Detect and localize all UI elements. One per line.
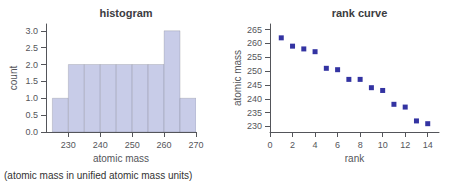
svg-text:240: 240 <box>247 94 262 104</box>
svg-text:2.0: 2.0 <box>25 60 38 70</box>
svg-text:230: 230 <box>247 121 262 131</box>
svg-text:265: 265 <box>247 25 262 35</box>
svg-text:230: 230 <box>61 140 76 150</box>
svg-text:245: 245 <box>247 80 262 90</box>
svg-text:8: 8 <box>358 140 363 150</box>
svg-text:0.0: 0.0 <box>25 127 38 137</box>
svg-text:0.5: 0.5 <box>25 110 38 120</box>
svg-text:rank: rank <box>345 153 365 164</box>
svg-text:260: 260 <box>157 140 172 150</box>
svg-text:14: 14 <box>423 140 433 150</box>
svg-text:10: 10 <box>378 140 388 150</box>
svg-text:rank curve: rank curve <box>332 7 388 19</box>
svg-text:255: 255 <box>247 52 262 62</box>
svg-text:250: 250 <box>247 66 262 76</box>
svg-text:4: 4 <box>313 140 318 150</box>
svg-text:2.5: 2.5 <box>25 43 38 53</box>
svg-text:3.0: 3.0 <box>25 26 38 36</box>
svg-text:0: 0 <box>267 140 272 150</box>
svg-text:6: 6 <box>335 140 340 150</box>
svg-text:(atomic mass in unified atomic: (atomic mass in unified atomic mass unit… <box>4 170 192 181</box>
svg-text:260: 260 <box>247 38 262 48</box>
svg-text:12: 12 <box>400 140 410 150</box>
svg-text:histogram: histogram <box>99 7 152 19</box>
svg-text:atomic mass: atomic mass <box>93 153 149 164</box>
svg-text:240: 240 <box>93 140 108 150</box>
svg-text:270: 270 <box>188 140 203 150</box>
svg-text:250: 250 <box>125 140 140 150</box>
svg-text:235: 235 <box>247 108 262 118</box>
svg-text:1.5: 1.5 <box>25 76 38 86</box>
svg-text:2: 2 <box>290 140 295 150</box>
svg-text:atomic mass: atomic mass <box>232 50 243 106</box>
svg-text:count: count <box>8 66 19 91</box>
svg-text:1.0: 1.0 <box>25 93 38 103</box>
